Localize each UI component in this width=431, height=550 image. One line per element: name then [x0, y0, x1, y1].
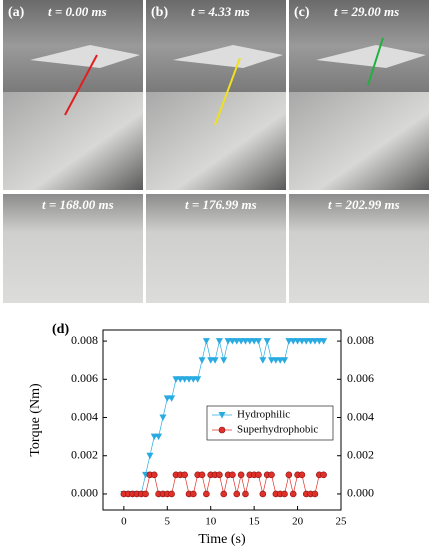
marker — [220, 490, 228, 498]
panel-label: (c) — [294, 5, 310, 20]
y-tick-label: 0.006 — [71, 371, 98, 385]
photo — [146, 194, 286, 303]
time-label: t = 168.00 ms — [42, 197, 114, 212]
time-label: t = 176.99 ms — [185, 197, 257, 212]
marker — [190, 490, 197, 498]
legend-marker — [218, 426, 226, 434]
marker — [281, 490, 288, 498]
time-label: t = 4.33 ms — [191, 4, 250, 19]
marker — [202, 338, 210, 345]
legend-box — [206, 405, 334, 441]
photo — [289, 92, 429, 190]
plot-frame — [102, 329, 342, 511]
model — [30, 45, 140, 68]
x-tick-label: 10 — [205, 516, 217, 528]
marker — [168, 395, 176, 402]
y2-tick-label: 0.000 — [347, 486, 374, 500]
y2-tick-label: 0.006 — [347, 371, 374, 385]
marker — [289, 490, 297, 498]
marker — [216, 471, 223, 479]
model — [173, 45, 283, 68]
marker — [229, 471, 236, 479]
y-tick-label: 0.000 — [71, 486, 98, 500]
marker — [320, 471, 327, 479]
arrow — [367, 37, 384, 86]
marker — [281, 357, 289, 364]
marker — [215, 338, 223, 345]
marker — [242, 490, 249, 498]
chart: (d) Time (s) Torque (Nm) — [28, 322, 342, 547]
marker — [285, 471, 293, 479]
panel-label: (b) — [151, 5, 168, 20]
photos: (a) (b) (c) t = 0.00 ms t = 4.33 ms t = … — [3, 0, 429, 303]
marker — [233, 490, 241, 498]
marker — [259, 490, 267, 498]
marker — [237, 471, 245, 479]
model — [316, 45, 426, 68]
marker — [142, 490, 149, 498]
y-tick-label: 0.008 — [71, 333, 98, 347]
x-tick-label: 20 — [292, 516, 304, 528]
photo — [289, 0, 429, 92]
legend-label: Superhydrophobic — [237, 424, 318, 436]
marker — [155, 433, 163, 441]
marker — [198, 357, 206, 364]
time-label: t = 29.00 ms — [334, 4, 399, 19]
marker — [159, 414, 167, 422]
y-tick-label: 0.004 — [71, 409, 98, 423]
legend-label: Hydrophilic — [237, 409, 290, 421]
x-tick-label: 15 — [249, 516, 261, 528]
marker — [254, 338, 262, 345]
x-tick-label: 0 — [121, 516, 127, 528]
marker — [255, 471, 262, 479]
x-axis-label: Time (s) — [198, 532, 246, 547]
x-tick-label: 25 — [336, 516, 348, 528]
marker — [168, 490, 175, 498]
x-tick-label: 5 — [165, 516, 171, 528]
panel-label: (a) — [8, 5, 25, 20]
marker — [263, 338, 271, 345]
time-label: t = 0.00 ms — [48, 4, 107, 19]
marker — [268, 471, 275, 479]
time-label: t = 202.99 ms — [328, 197, 400, 212]
marker — [311, 490, 319, 498]
marker — [203, 490, 210, 498]
legend-marker — [218, 412, 226, 419]
arrow — [64, 54, 98, 116]
photo — [3, 92, 143, 190]
y2-tick-label: 0.004 — [347, 409, 374, 423]
marker — [259, 357, 267, 364]
y-tick-label: 0.002 — [71, 447, 98, 461]
photo — [3, 194, 143, 303]
marker — [146, 452, 154, 460]
marker — [181, 471, 188, 479]
panel-label: (d) — [52, 322, 69, 337]
photo — [289, 194, 429, 303]
y2-tick-label: 0.008 — [347, 333, 374, 347]
marker — [220, 357, 228, 364]
marker — [194, 376, 202, 383]
photo — [146, 92, 286, 190]
marker — [211, 357, 219, 364]
photo — [3, 0, 143, 92]
y-axis-label: Torque (Nm) — [28, 383, 43, 457]
arrow — [214, 57, 241, 126]
marker — [298, 471, 306, 479]
marker — [150, 471, 158, 479]
marker — [320, 338, 328, 345]
y2-tick-label: 0.002 — [347, 447, 374, 461]
marker — [198, 471, 206, 479]
photo — [146, 0, 286, 92]
